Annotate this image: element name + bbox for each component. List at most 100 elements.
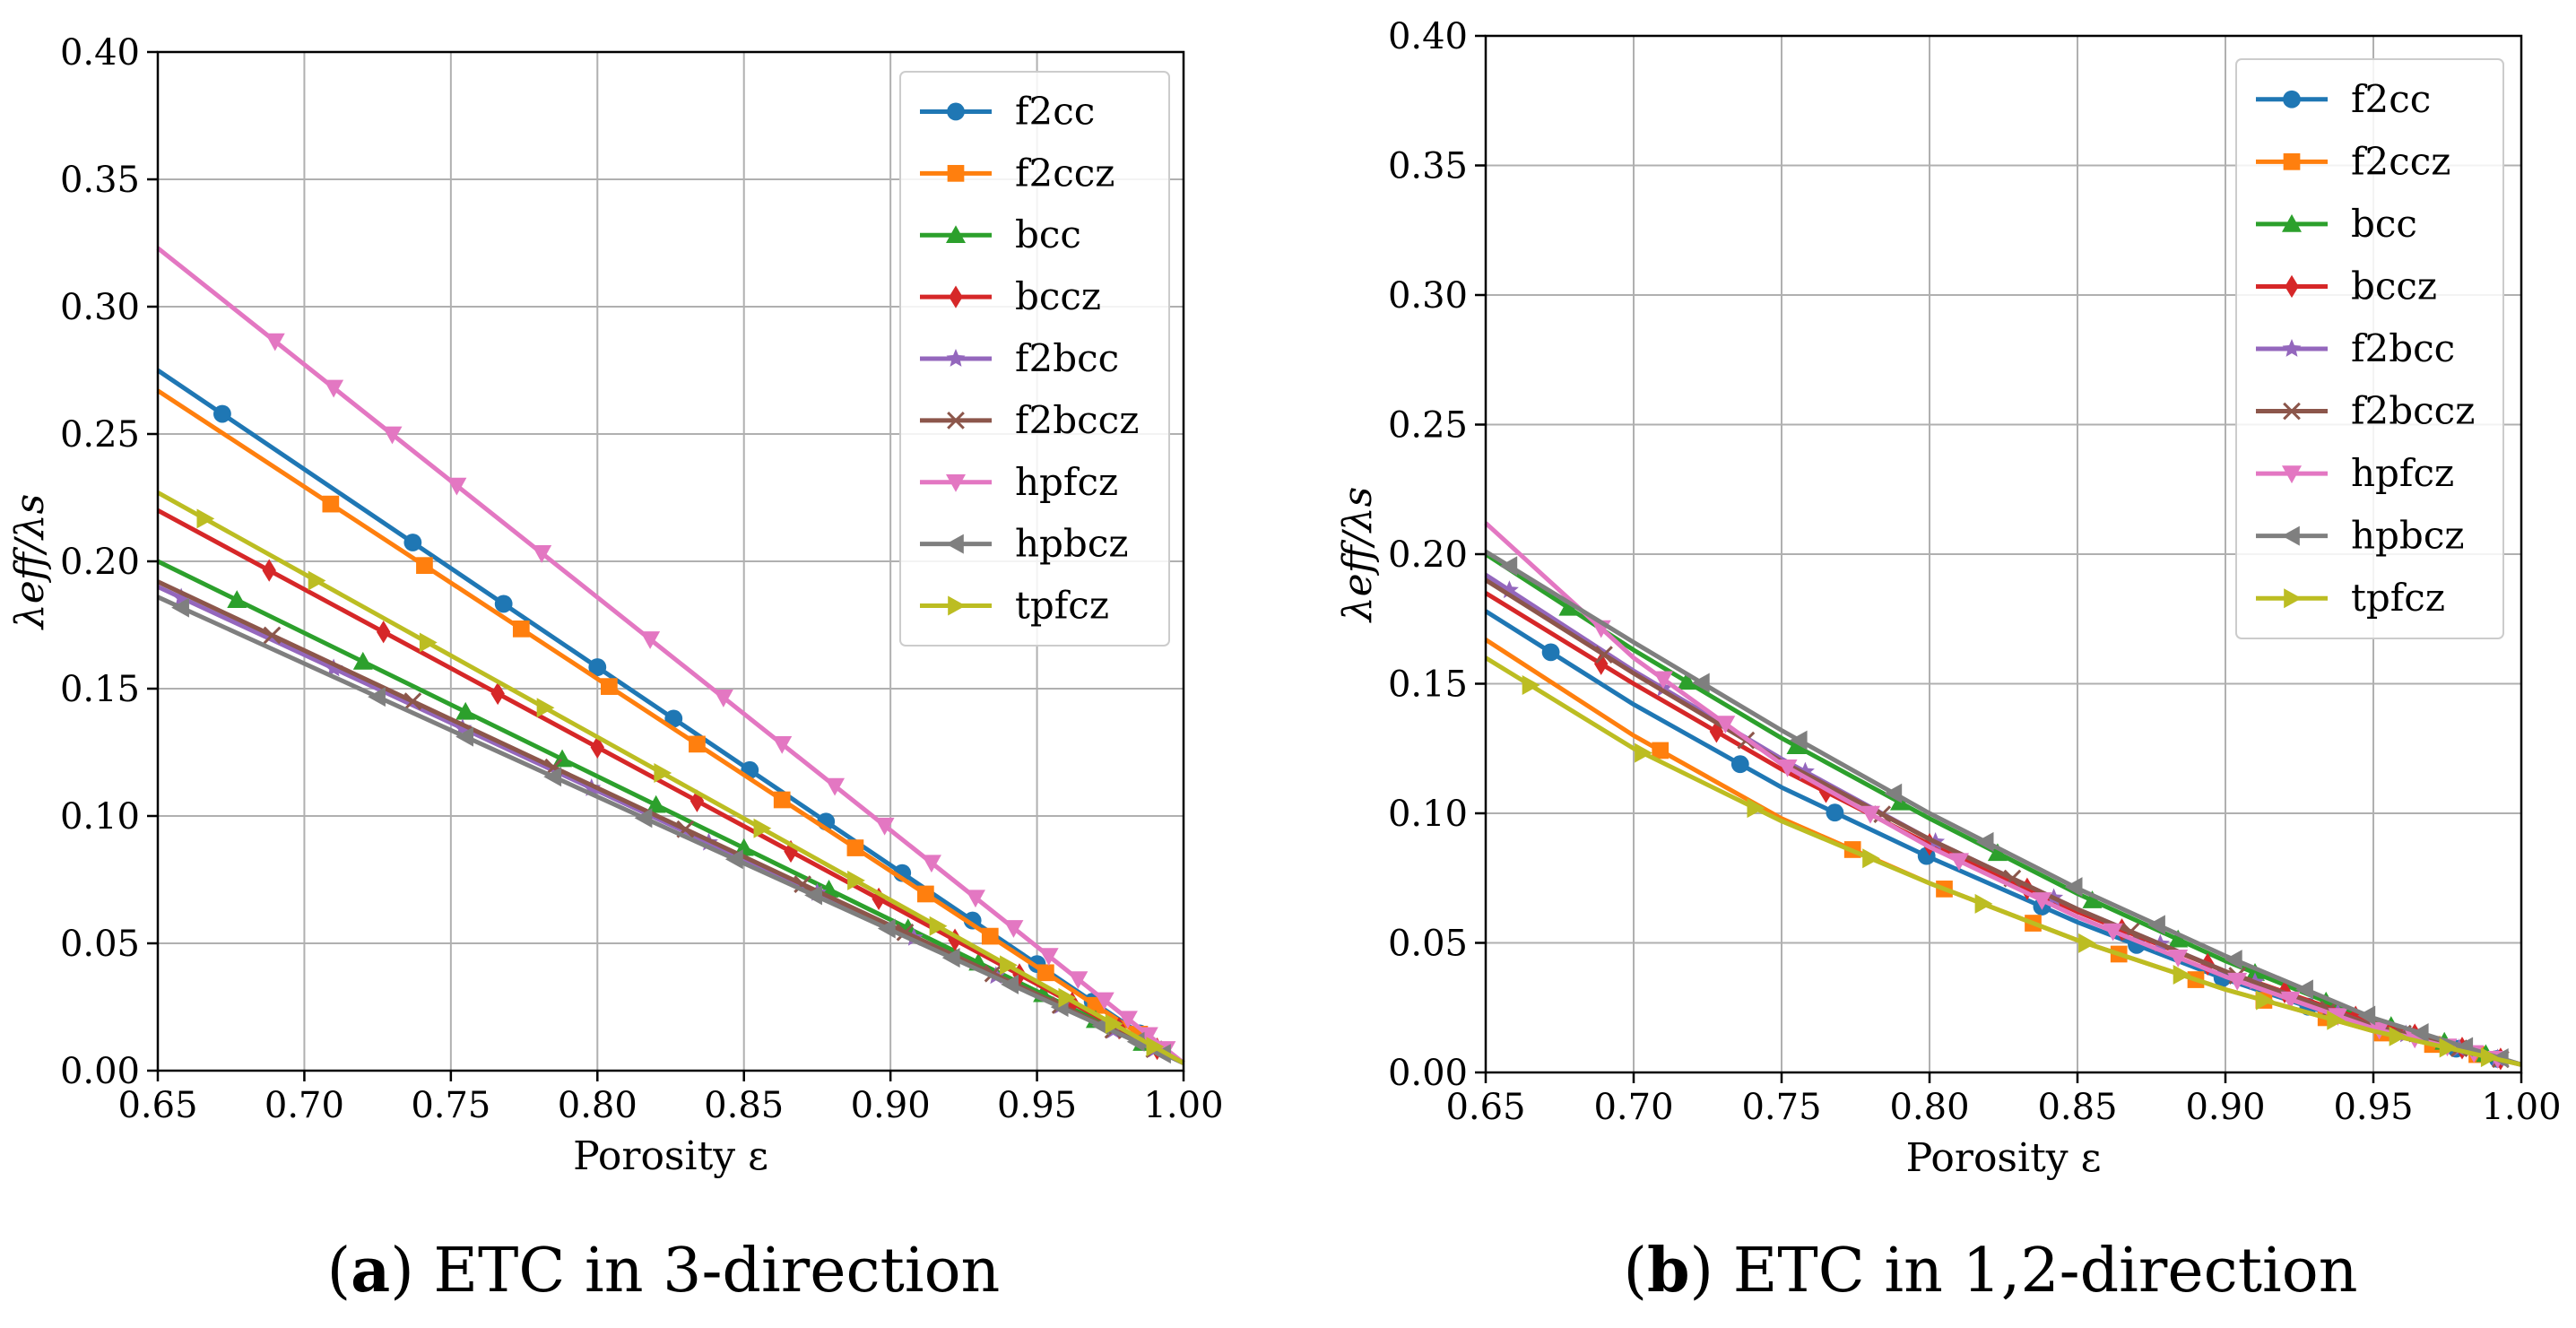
legend-label: bcc <box>1015 213 1081 256</box>
data-point-hpfcz <box>1068 971 1089 990</box>
y-tick-label: 0.30 <box>1388 275 1468 317</box>
data-point-hpbcz <box>455 726 473 747</box>
y-tick-label: 0.35 <box>60 160 140 201</box>
data-point-hpbcz <box>804 885 822 906</box>
data-point-hpbcz <box>1975 831 1994 852</box>
legend-label: f2cc <box>2351 77 2431 121</box>
data-point-hpbcz <box>543 767 562 787</box>
legend-marker-f2bccz <box>2283 402 2301 421</box>
y-tick-label: 0.20 <box>1388 534 1468 576</box>
data-point-tpfcz <box>536 698 555 718</box>
legend-entry-hpfcz: hpfcz <box>920 460 1118 504</box>
legend-entry-tpfcz: tpfcz <box>920 584 1109 628</box>
y-tick-label: 0.05 <box>60 924 140 965</box>
legend-entry-f2cc: f2cc <box>2256 77 2431 121</box>
data-point-f2ccz <box>1652 742 1670 759</box>
data-point-hpbcz <box>2410 1022 2429 1043</box>
y-axis-ticks: 0.00 0.05 0.10 0.15 0.20 0.25 0.30 0.35 0.40 <box>60 32 158 1092</box>
legend-marker-f2cc <box>947 102 965 121</box>
legend-entry-hpfcz: hpfcz <box>2256 451 2454 495</box>
data-point-hpbcz <box>2064 877 2083 898</box>
y-tick-label: 0.15 <box>1388 664 1468 706</box>
data-point-f2bccz <box>1595 646 1613 664</box>
legend-label: f2bcc <box>1015 336 1119 380</box>
data-point-f2ccz <box>322 495 340 513</box>
data-point-hpfcz <box>874 817 895 836</box>
series-line-f2bccz <box>1484 577 2522 1067</box>
y-axis-ticks: 0.00 0.05 0.10 0.15 0.20 0.25 0.30 0.35 0.40 <box>1388 16 1486 1094</box>
data-point-bcc <box>2245 963 2265 981</box>
data-point-hpbcz <box>1499 556 1518 577</box>
data-point-f2bccz <box>403 692 422 711</box>
legend-marker-bcc <box>2282 213 2302 232</box>
x-tick-label: 0.95 <box>997 1085 1077 1126</box>
y-tick-label: 0.00 <box>1388 1053 1468 1094</box>
data-point-tpfcz <box>2439 1037 2458 1058</box>
data-point-hpfcz <box>1715 716 1736 734</box>
y-tick-label: 0.00 <box>60 1051 140 1092</box>
data-point-bccz <box>590 735 604 759</box>
data-point-tpfcz <box>654 762 672 783</box>
data-point-f2cc <box>1730 755 1749 774</box>
data-point-tpfcz <box>847 870 865 890</box>
data-point-hpbcz <box>941 948 960 968</box>
legend-label: f2ccz <box>2351 139 2450 183</box>
caption-b: (b) ETC in 1,2-direction <box>1623 1235 2357 1306</box>
data-point-tpfcz <box>2256 990 2274 1011</box>
series-tpfcz <box>156 490 1185 1065</box>
legend-label: f2bcc <box>2351 326 2455 370</box>
legend-entry-f2bcc: f2bcc <box>2256 326 2455 370</box>
data-point-bcc <box>352 651 373 670</box>
y-tick-label: 0.15 <box>60 669 140 710</box>
data-point-bccz <box>948 928 962 951</box>
caption-a: (a) ETC in 3-direction <box>327 1235 1001 1306</box>
x-tick-label: 0.95 <box>2333 1087 2413 1128</box>
data-point-tpfcz <box>1058 987 1077 1008</box>
data-point-bcc <box>455 701 476 720</box>
data-point-f2ccz <box>512 620 530 638</box>
legend-label: f2bccz <box>2351 389 2475 433</box>
data-point-f2ccz <box>1037 964 1054 982</box>
y-tick-label: 0.10 <box>60 796 140 838</box>
data-point-hpfcz <box>713 690 733 707</box>
data-point-f2bccz <box>263 626 282 645</box>
y-tick-label: 0.10 <box>1388 794 1468 835</box>
data-point-f2cc <box>1826 803 1844 822</box>
series-line-hpbcz <box>1484 549 2522 1067</box>
legend-marker-f2ccz <box>2283 152 2301 170</box>
legend-label: bccz <box>2351 264 2437 308</box>
legend: f2cc f2ccz bcc bccz f2bcc f2bccz hpfcz hpbcz tpf… <box>2235 58 2504 639</box>
data-point-bcc <box>2082 890 2103 908</box>
legend-entry-hpbcz: hpbcz <box>920 522 1128 566</box>
data-point-hpfcz <box>1117 1011 1138 1029</box>
data-point-hpbcz <box>2224 950 2242 970</box>
data-point-f2ccz <box>601 678 618 695</box>
data-point-tpfcz <box>419 632 438 653</box>
legend-marker-f2cc <box>2283 90 2301 108</box>
legend-marker-f2bccz <box>947 412 965 430</box>
x-axis-label: Porosity ε <box>1906 1135 2102 1181</box>
data-point-hpfcz <box>1038 948 1059 967</box>
data-point-tpfcz <box>2078 933 2096 953</box>
data-point-bccz <box>690 789 705 812</box>
legend-label: f2bccz <box>1015 398 1139 442</box>
data-point-tpfcz <box>1974 893 1993 914</box>
data-point-f2ccz <box>416 557 433 575</box>
data-point-hpfcz <box>2227 972 2248 991</box>
legend-label: f2ccz <box>1015 151 1115 195</box>
data-point-f2cc <box>494 595 513 613</box>
data-point-bccz <box>1922 833 1937 856</box>
series-layer <box>1484 521 2522 1071</box>
legend-marker-bccz <box>949 285 963 308</box>
x-tick-label: 0.80 <box>558 1085 637 1126</box>
series-f2ccz <box>156 388 1185 1065</box>
data-point-hpfcz <box>1653 671 1673 690</box>
data-point-tpfcz <box>1146 1037 1165 1057</box>
legend: f2cc f2ccz bcc bccz f2bcc f2bccz hpfcz hpbcz tpf… <box>899 71 1170 647</box>
legend-marker-f2bcc <box>2282 339 2302 357</box>
legend-entry-bcc: bcc <box>2256 202 2417 246</box>
legend-entry-f2ccz: f2ccz <box>920 151 1115 195</box>
legend-label: hpbcz <box>1015 522 1128 566</box>
x-tick-label: 0.65 <box>117 1085 197 1126</box>
